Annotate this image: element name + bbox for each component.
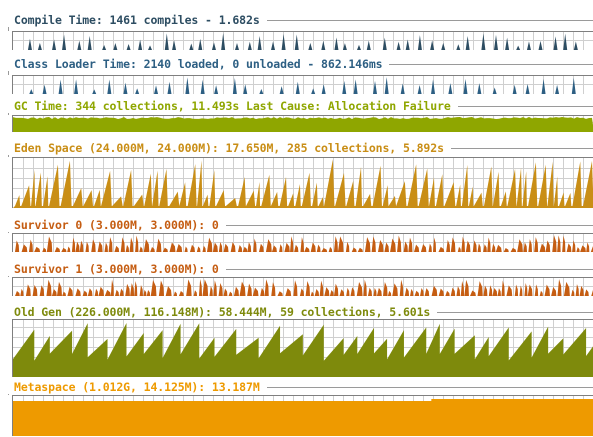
classloader-panel: Class Loader Time: 2140 loaded, 0 unload… <box>8 57 593 95</box>
gc-title: GC Time: 344 collections, 11.493s Last C… <box>8 99 454 113</box>
compile-panel: Compile Time: 1461 compiles - 1.682s <box>8 13 593 51</box>
classloader-title: Class Loader Time: 2140 loaded, 0 unload… <box>8 57 386 71</box>
header-rule <box>451 148 593 149</box>
survivor1-title: Survivor 1 (3.000M, 3.000M): 0 <box>8 262 222 276</box>
eden-graph <box>13 158 593 208</box>
survivor0-title: Survivor 0 (3.000M, 3.000M): 0 <box>8 218 222 232</box>
metaspace-graph <box>13 396 593 436</box>
metaspace-panel: Metaspace (1.012G, 14.125M): 13.187M <box>8 380 593 437</box>
classloader-chart <box>12 75 593 94</box>
survivor1-area <box>13 279 593 296</box>
classloader-graph <box>13 76 593 94</box>
header-rule <box>226 225 593 226</box>
metaspace-chart <box>12 395 593 436</box>
eden-chart <box>12 157 593 208</box>
oldgen-graph <box>13 320 593 377</box>
survivor1-panel: Survivor 1 (3.000M, 3.000M): 0 <box>8 262 593 297</box>
compile-title: Compile Time: 1461 compiles - 1.682s <box>8 13 263 27</box>
gc-panel: GC Time: 344 collections, 11.493s Last C… <box>8 99 593 133</box>
header-rule <box>389 64 593 65</box>
oldgen-title: Old Gen (226.000M, 116.148M): 58.444M, 5… <box>8 305 434 319</box>
metaspace-area <box>13 399 593 436</box>
compile-chart <box>12 31 593 50</box>
header-rule <box>267 387 593 388</box>
gc-chart <box>12 115 593 132</box>
oldgen-panel: Old Gen (226.000M, 116.148M): 58.444M, 5… <box>8 305 593 378</box>
survivor0-panel: Survivor 0 (3.000M, 3.000M): 0 <box>8 218 593 253</box>
survivor1-graph <box>13 278 593 296</box>
eden-area <box>13 159 593 208</box>
gc-graph <box>13 116 593 132</box>
eden-title: Eden Space (24.000M, 24.000M): 17.650M, … <box>8 141 447 155</box>
header-rule <box>458 106 593 107</box>
eden-panel: Eden Space (24.000M, 24.000M): 17.650M, … <box>8 141 593 209</box>
metaspace-title: Metaspace (1.012G, 14.125M): 13.187M <box>8 380 263 394</box>
header-rule <box>226 269 593 270</box>
oldgen-chart <box>12 319 593 377</box>
survivor1-chart <box>12 277 593 296</box>
compile-graph <box>13 32 593 50</box>
header-rule <box>267 20 593 21</box>
survivor0-area <box>13 235 593 252</box>
gc-area <box>13 117 593 132</box>
survivor0-graph <box>13 234 593 252</box>
header-rule <box>437 312 593 313</box>
oldgen-area <box>13 323 593 377</box>
survivor0-chart <box>12 233 593 252</box>
